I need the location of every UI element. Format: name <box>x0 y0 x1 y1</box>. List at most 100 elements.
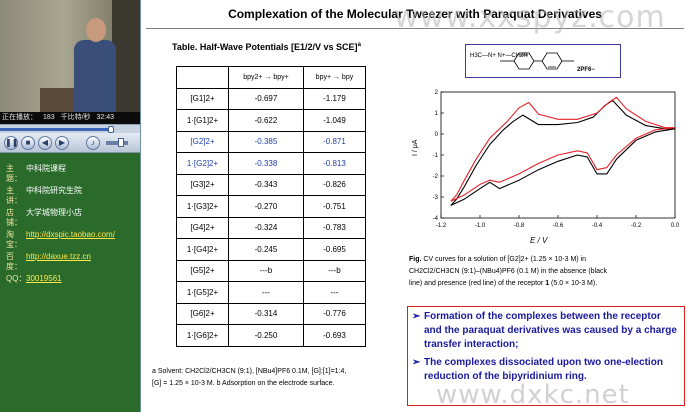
table-row: 1·[G5]2+ --- --- <box>176 281 367 304</box>
cv-curve-red <box>450 96 676 202</box>
table-cell: -0.751 <box>302 195 367 218</box>
info-label: 百度： <box>6 252 22 271</box>
table-row-label: [G2]2+ <box>176 130 229 153</box>
figure-caption-label: Fig. <box>409 256 422 263</box>
cv-curve-black <box>450 99 676 206</box>
chemical-structure: H3C—N+ N+—CH2R 2PF6− <box>465 44 621 78</box>
player-controls: ❚❚ ■ ◀ ▶ ♪ <box>0 133 140 153</box>
figure-caption-line: line) and presence (red line) of the rec… <box>409 278 687 290</box>
cv-y-tick-label: 1 <box>435 111 439 117</box>
playback-state: 正在播放： <box>2 114 37 121</box>
lecture-slide: Complexation of the Molecular Tweezer wi… <box>140 0 690 412</box>
info-label: 店铺： <box>6 208 22 227</box>
table-row: 1·[G3]2+ -0.270 -0.751 <box>176 195 367 218</box>
table-row-label: 1·[G4]2+ <box>176 238 229 261</box>
playback-index: 183 <box>42 114 55 121</box>
info-label: 主讲： <box>6 186 22 205</box>
table-row-label: 1·[G6]2+ <box>176 324 229 347</box>
info-link[interactable]: http://dxspic.taobao.com/ <box>26 230 115 239</box>
seek-bar[interactable] <box>0 124 140 133</box>
table-cell: -0.385 <box>228 130 304 153</box>
slide-title: Complexation of the Molecular Tweezer wi… <box>228 7 602 21</box>
pause-button[interactable]: ❚❚ <box>4 136 18 150</box>
half-wave-potential-table: bpy2+ → bpy+ bpy+ → bpy [G1]2+ -0.697 -1.1… <box>176 66 367 347</box>
watermark: www.dxkc.net <box>436 380 630 410</box>
table-cell: ---b <box>302 259 367 282</box>
previous-button[interactable]: ◀ <box>38 136 52 150</box>
footnote-line: [G] = 1.25 × 10-3 M. b Adsorption on the… <box>152 380 335 387</box>
table-cell: -0.245 <box>228 238 304 261</box>
table-row: 1·[G6]2+ -0.250 -0.693 <box>176 324 367 347</box>
course-info-list: 主题： 中科院课程 主讲： 中科院研究生院 店铺： 大学城物理小店 淘宝： http://dx… <box>6 164 138 296</box>
cv-y-tick-label: -3 <box>433 195 439 201</box>
table-row-label: [G3]2+ <box>176 173 229 196</box>
table-cell: -0.783 <box>302 216 367 239</box>
cv-x-axis-label: E / V <box>530 236 548 245</box>
table-row-label: [G4]2+ <box>176 216 229 239</box>
conclusion-box: ➢ Formation of the complexes between the… <box>407 306 685 406</box>
media-player-panel: 正在播放： 183 千比特/秒 32:43 ❚❚ ■ ◀ ▶ ♪ 主题： 中科院课… <box>0 0 140 412</box>
table-cell: -0.813 <box>302 152 367 175</box>
table-row: [G2]2+ -0.385 -0.871 <box>176 130 367 153</box>
cv-y-tick-label: 0 <box>435 132 439 138</box>
table-caption: Table. Half-Wave Potentials [E1/2/V vs S… <box>172 42 361 52</box>
conclusion-bullet: ➢ The complexes dissociated upon two one… <box>412 356 680 384</box>
table-cell: -0.697 <box>228 87 304 110</box>
video-door <box>112 0 140 112</box>
cv-y-tick-label: 2 <box>435 90 439 96</box>
stop-button[interactable]: ■ <box>21 136 35 150</box>
figure-caption-line: CH2Cl2/CH3CN (9:1)–(NBu4)PF6 (0.1 M) in … <box>409 268 608 275</box>
table-body: [G1]2+ -0.697 -1.179 1·[G1]2+ -0.622 -1.049 [G… <box>176 87 367 347</box>
structure-formula: H3C—N+ N+—CH2R <box>470 53 528 59</box>
cv-x-tick-label: -0.8 <box>514 223 525 229</box>
next-button[interactable]: ▶ <box>55 136 69 150</box>
cv-y-tick-label: -2 <box>433 174 439 180</box>
table-cell: -0.776 <box>302 302 367 325</box>
cv-x-tick-label: -0.6 <box>553 223 564 229</box>
table-row-label: [G6]2+ <box>176 302 229 325</box>
table-row-label: [G5]2+ <box>176 259 229 282</box>
table-cell: -0.826 <box>302 173 367 196</box>
table-caption-footnote-mark: a <box>357 42 361 48</box>
table-row: 1·[G1]2+ -0.622 -1.049 <box>176 109 367 132</box>
volume-slider[interactable] <box>106 141 128 145</box>
table-row-label: 1·[G2]2+ <box>176 152 229 175</box>
volume-slider-handle[interactable] <box>118 138 125 147</box>
info-label: QQ： <box>6 274 27 283</box>
table-row: [G5]2+ ---b ---b <box>176 259 367 282</box>
info-row: 店铺： 大学城物理小店 <box>6 208 138 230</box>
table-cell: --- <box>302 281 367 304</box>
cv-x-tick-label: 0.0 <box>671 223 680 229</box>
info-value: 大学城物理小店 <box>26 208 82 217</box>
table-cell: -0.324 <box>228 216 304 239</box>
cv-y-tick-label: -4 <box>433 216 439 222</box>
table-header-cell <box>176 66 229 89</box>
table-cell: -0.695 <box>302 238 367 261</box>
conclusion-bullet: ➢ Formation of the complexes between the… <box>412 310 680 352</box>
mute-button[interactable]: ♪ <box>86 136 100 150</box>
playback-status-bar: 正在播放： 183 千比特/秒 32:43 <box>0 112 140 124</box>
table-row-label: [G1]2+ <box>176 87 229 110</box>
table-row: [G3]2+ -0.343 -0.826 <box>176 173 367 196</box>
info-link[interactable]: http://daxue.tzz.cn <box>26 252 91 261</box>
info-row: 淘宝： http://dxspic.taobao.com/ <box>6 230 138 252</box>
table-cell: -0.343 <box>228 173 304 196</box>
table-header-cell: bpy2+ → bpy+ <box>228 66 304 89</box>
info-link[interactable]: 30019561 <box>26 274 62 283</box>
playback-time: 32:43 <box>96 114 115 121</box>
video-frame[interactable] <box>0 0 140 112</box>
table-row: [G4]2+ -0.324 -0.783 <box>176 216 367 239</box>
conclusion-text: The complexes dissociated upon two one-e… <box>424 357 663 382</box>
figure-caption-text: CV curves for a solution of [G2]2+ (1.25… <box>421 256 587 263</box>
table-cell: -0.338 <box>228 152 304 175</box>
table-row: 1·[G2]2+ -0.338 -0.813 <box>176 152 367 175</box>
table-cell: --- <box>228 281 304 304</box>
seek-bar-handle[interactable] <box>107 126 114 133</box>
bullet-arrow-icon: ➢ <box>412 357 421 368</box>
cv-chart: -1.2 -1.0 -0.8 -0.6 -0.4 -0.2 0.0 2 1 0 -1 -2 -3 -4 <box>433 90 680 229</box>
table-row: [G1]2+ -0.697 -1.179 <box>176 87 367 110</box>
table-row-label: 1·[G5]2+ <box>176 281 229 304</box>
info-value: 中科院课程 <box>26 164 66 173</box>
seek-bar-fill <box>0 128 111 131</box>
bullet-arrow-icon: ➢ <box>412 311 421 322</box>
